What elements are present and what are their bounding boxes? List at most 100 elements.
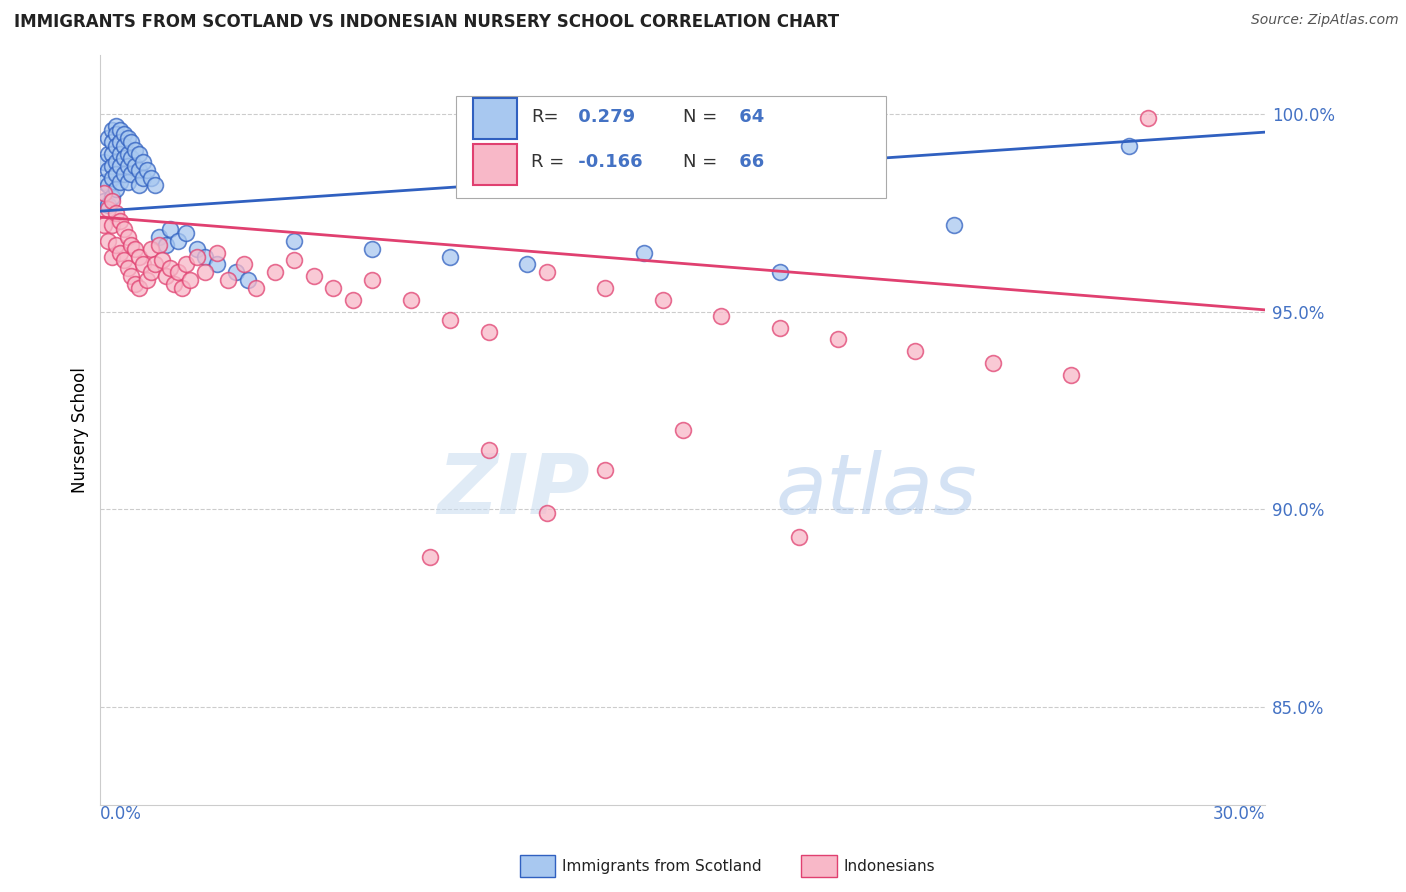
Point [139, 265, 162, 279]
Point [827, 333, 849, 347]
Text: 64: 64 [733, 108, 763, 126]
Point [768, 265, 790, 279]
Point [104, 154, 127, 169]
Point [1060, 368, 1083, 382]
Point [217, 273, 239, 287]
Point [710, 309, 733, 323]
Point [283, 253, 305, 268]
Point [104, 206, 127, 220]
Point [112, 139, 135, 153]
Point [186, 242, 208, 256]
Point [904, 344, 927, 359]
Point [477, 443, 499, 458]
Point [139, 242, 162, 256]
Point [132, 257, 155, 271]
Point [117, 159, 139, 173]
Point [97, 198, 120, 212]
Point [104, 120, 127, 134]
Point [593, 463, 616, 477]
Text: R=: R= [531, 108, 558, 126]
Point [124, 159, 146, 173]
Point [112, 167, 135, 181]
Point [128, 281, 150, 295]
Text: R =: R = [531, 153, 564, 171]
Point [93, 154, 115, 169]
Point [117, 131, 139, 145]
Point [108, 174, 131, 188]
Text: Source: ZipAtlas.com: Source: ZipAtlas.com [1251, 13, 1399, 28]
Point [104, 237, 127, 252]
Point [108, 214, 131, 228]
Point [97, 234, 120, 248]
Point [236, 273, 259, 287]
FancyBboxPatch shape [456, 96, 886, 198]
Point [633, 245, 655, 260]
Point [97, 131, 120, 145]
Point [1118, 139, 1140, 153]
Point [593, 281, 616, 295]
Point [128, 162, 150, 177]
Point [117, 229, 139, 244]
Point [186, 250, 208, 264]
Point [93, 186, 115, 201]
Point [536, 506, 558, 520]
Y-axis label: Nursery School: Nursery School [72, 368, 89, 493]
Point [117, 261, 139, 276]
Point [93, 174, 115, 188]
Point [117, 174, 139, 188]
Bar [472, 144, 517, 185]
Point [120, 269, 142, 284]
Text: IMMIGRANTS FROM SCOTLAND VS INDONESIAN NURSERY SCHOOL CORRELATION CHART: IMMIGRANTS FROM SCOTLAND VS INDONESIAN N… [14, 13, 839, 31]
Point [170, 281, 193, 295]
Point [117, 146, 139, 161]
Point [342, 293, 364, 307]
Point [112, 253, 135, 268]
Point [152, 253, 174, 268]
Point [283, 234, 305, 248]
Point [148, 237, 170, 252]
Point [108, 245, 131, 260]
Point [399, 293, 422, 307]
Point [93, 218, 115, 232]
Point [128, 250, 150, 264]
Point [101, 123, 124, 137]
Point [516, 257, 538, 271]
Point [136, 162, 159, 177]
Point [233, 257, 256, 271]
Point [112, 127, 135, 141]
Point [101, 146, 124, 161]
Text: 66: 66 [733, 153, 763, 171]
Point [124, 277, 146, 292]
Point [136, 273, 159, 287]
Point [101, 218, 124, 232]
Point [671, 423, 693, 437]
Point [155, 269, 177, 284]
Text: N =: N = [682, 153, 717, 171]
Point [93, 194, 115, 209]
Point [97, 202, 120, 216]
Point [112, 222, 135, 236]
Point [108, 159, 131, 173]
Point [132, 154, 155, 169]
Text: Immigrants from Scotland: Immigrants from Scotland [562, 859, 762, 873]
Point [108, 135, 131, 149]
Point [167, 265, 190, 279]
Point [205, 245, 228, 260]
Point [104, 139, 127, 153]
Point [101, 159, 124, 173]
Point [1137, 112, 1160, 126]
Text: Indonesians: Indonesians [844, 859, 935, 873]
Point [225, 265, 247, 279]
Point [143, 257, 166, 271]
Point [536, 265, 558, 279]
Text: atlas: atlas [776, 450, 977, 531]
Point [112, 151, 135, 165]
Point [245, 281, 267, 295]
Point [104, 167, 127, 181]
Point [124, 242, 146, 256]
Point [101, 170, 124, 185]
Text: 30.0%: 30.0% [1212, 805, 1265, 823]
Point [128, 146, 150, 161]
Point [108, 123, 131, 137]
Point [174, 226, 197, 240]
